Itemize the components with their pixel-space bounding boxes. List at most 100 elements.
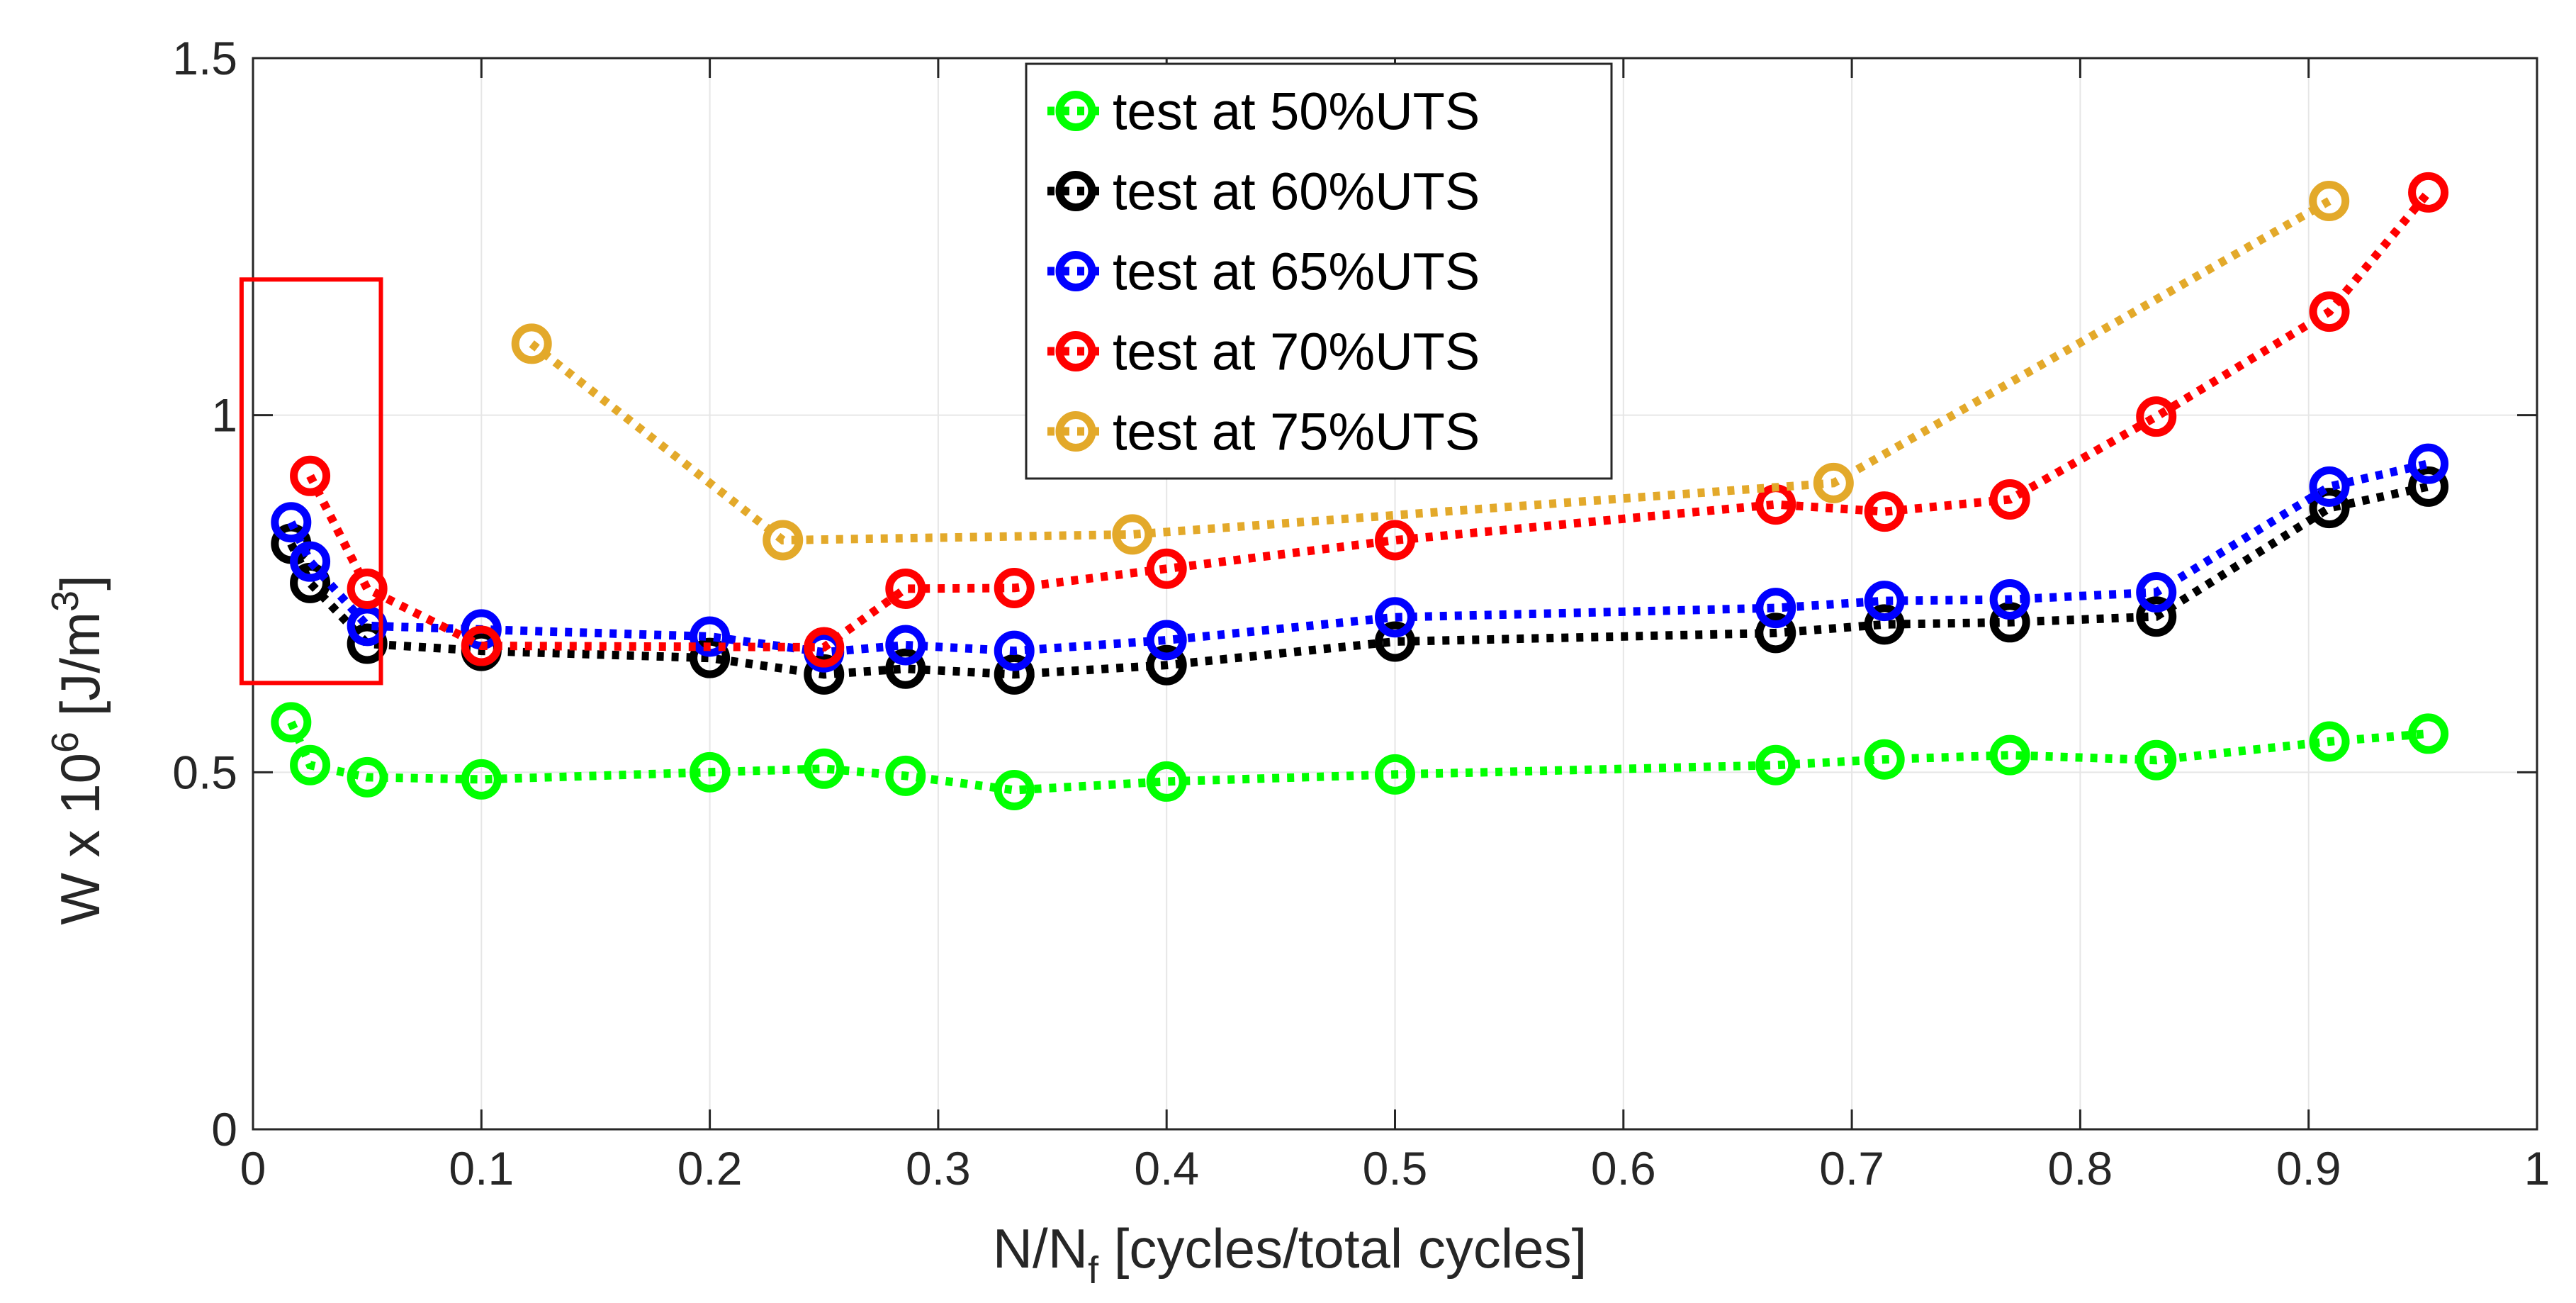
y-axis-label: W x 106 [J/m3] bbox=[44, 575, 111, 925]
data-point bbox=[2136, 571, 2177, 613]
x-tick-label: 0.9 bbox=[2276, 1142, 2341, 1195]
data-point bbox=[1112, 514, 1153, 555]
data-point bbox=[1146, 548, 1187, 589]
data-point bbox=[347, 568, 388, 609]
data-point bbox=[2309, 180, 2350, 221]
data-point bbox=[1146, 620, 1187, 661]
data-point bbox=[690, 616, 731, 657]
legend-marker bbox=[1055, 411, 1096, 452]
data-point bbox=[885, 755, 926, 796]
data-point bbox=[690, 751, 731, 793]
data-point bbox=[994, 654, 1035, 695]
legend: test at 50%UTS test at 60%UTS test at 65%U… bbox=[1025, 62, 1613, 480]
data-point bbox=[1375, 754, 1415, 795]
data-point bbox=[885, 568, 926, 609]
legend-label: test at 65%UTS bbox=[1113, 242, 1480, 301]
data-point bbox=[290, 455, 331, 496]
data-point bbox=[1146, 644, 1187, 686]
data-point bbox=[2309, 488, 2350, 529]
legend-label: test at 70%UTS bbox=[1113, 323, 1480, 381]
x-tick-label: 0.5 bbox=[1363, 1142, 1428, 1195]
data-point bbox=[2136, 739, 2177, 781]
data-point bbox=[885, 648, 926, 689]
data-point bbox=[347, 756, 388, 798]
x-tick-label: 0.6 bbox=[1591, 1142, 1656, 1195]
data-point bbox=[511, 323, 552, 364]
x-tick-label: 0.3 bbox=[906, 1142, 971, 1195]
legend-label: test at 75%UTS bbox=[1113, 403, 1480, 462]
data-point bbox=[2309, 721, 2350, 762]
data-point bbox=[461, 625, 502, 666]
data-point bbox=[1989, 734, 2030, 776]
y-tick-label: 1.5 bbox=[172, 32, 237, 84]
x-tick-label: 0 bbox=[240, 1142, 266, 1195]
data-point bbox=[1989, 579, 2030, 620]
data-point bbox=[1989, 602, 2030, 643]
data-point bbox=[804, 748, 845, 789]
data-point bbox=[1375, 597, 1415, 638]
data-point bbox=[2309, 291, 2350, 332]
data-point bbox=[1755, 744, 1796, 785]
y-tick-label: 0.5 bbox=[172, 746, 237, 798]
series-4 bbox=[290, 172, 2449, 668]
data-point bbox=[271, 502, 312, 543]
legend-marker bbox=[1055, 91, 1096, 131]
data-point bbox=[1755, 588, 1796, 629]
series-3 bbox=[271, 443, 2449, 673]
data-point bbox=[804, 654, 845, 695]
data-point bbox=[1864, 604, 1905, 645]
data-point bbox=[994, 770, 1035, 811]
axis-ticks: 0 0.1 0.2 0.3 0.4 0.5 0.6 0.7 0.8 0.9 1 0 0.5 1 1.5 bbox=[172, 32, 2550, 1195]
data-point bbox=[1813, 462, 1854, 503]
data-point bbox=[1146, 761, 1187, 802]
legend-entry: test at 75%UTS bbox=[1047, 403, 1480, 462]
legend-label: test at 50%UTS bbox=[1113, 82, 1480, 141]
legend-marker bbox=[1055, 171, 1096, 211]
data-point bbox=[2136, 396, 2177, 437]
x-tick-label: 0.7 bbox=[1819, 1142, 1884, 1195]
data-point bbox=[2408, 713, 2449, 754]
data-point bbox=[994, 567, 1035, 608]
data-point bbox=[290, 744, 331, 785]
data-point bbox=[690, 637, 731, 678]
data-point bbox=[2136, 596, 2177, 637]
data-point bbox=[1864, 739, 1905, 780]
data-point bbox=[2309, 466, 2350, 507]
x-tick-label: 0.1 bbox=[449, 1142, 514, 1195]
axis-labels: N/Nf [cycles/total cycles] W x 106 [J/m3… bbox=[44, 575, 1587, 1292]
series-layer bbox=[271, 172, 2449, 811]
legend-entry: test at 70%UTS bbox=[1047, 323, 1480, 381]
legend-entry: test at 50%UTS bbox=[1047, 82, 1480, 141]
data-point bbox=[1375, 621, 1415, 662]
x-tick-label: 0.8 bbox=[2048, 1142, 2113, 1195]
legend-box bbox=[1025, 62, 1613, 480]
data-point bbox=[1755, 613, 1796, 654]
legend-marker bbox=[1055, 331, 1096, 371]
data-point bbox=[290, 541, 331, 582]
series-line bbox=[306, 189, 2432, 652]
legend-marker bbox=[1055, 251, 1096, 291]
x-axis-label: N/Nf [cycles/total cycles] bbox=[993, 1217, 1587, 1292]
data-point bbox=[461, 759, 502, 800]
highlight-box bbox=[239, 277, 383, 686]
data-point bbox=[2408, 443, 2449, 484]
x-tick-label: 0.4 bbox=[1134, 1142, 1199, 1195]
legend-entry: test at 65%UTS bbox=[1047, 242, 1480, 301]
data-point bbox=[885, 625, 926, 666]
data-point bbox=[1864, 581, 1905, 622]
legend-label: test at 60%UTS bbox=[1113, 162, 1480, 221]
data-point bbox=[271, 702, 312, 743]
series-line bbox=[529, 197, 2332, 545]
data-point bbox=[2408, 172, 2449, 213]
series-1 bbox=[271, 702, 2449, 811]
data-point bbox=[994, 630, 1035, 671]
data-point bbox=[1864, 491, 1905, 532]
y-tick-label: 1 bbox=[211, 389, 237, 442]
data-point bbox=[1375, 520, 1415, 561]
x-tick-label: 1 bbox=[2524, 1142, 2550, 1195]
series-5 bbox=[511, 180, 2350, 561]
data-point bbox=[763, 520, 804, 561]
data-point bbox=[1989, 479, 2030, 520]
series-line bbox=[287, 459, 2429, 657]
